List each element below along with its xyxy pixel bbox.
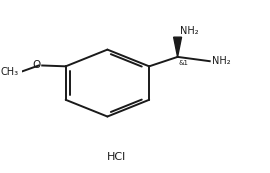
Text: CH₃: CH₃ [0, 67, 18, 77]
Text: NH₂: NH₂ [212, 56, 230, 66]
Text: &1: &1 [179, 60, 189, 66]
Text: HCl: HCl [106, 152, 126, 162]
Polygon shape [174, 37, 181, 57]
Text: O: O [32, 61, 40, 70]
Text: NH₂: NH₂ [180, 26, 198, 36]
